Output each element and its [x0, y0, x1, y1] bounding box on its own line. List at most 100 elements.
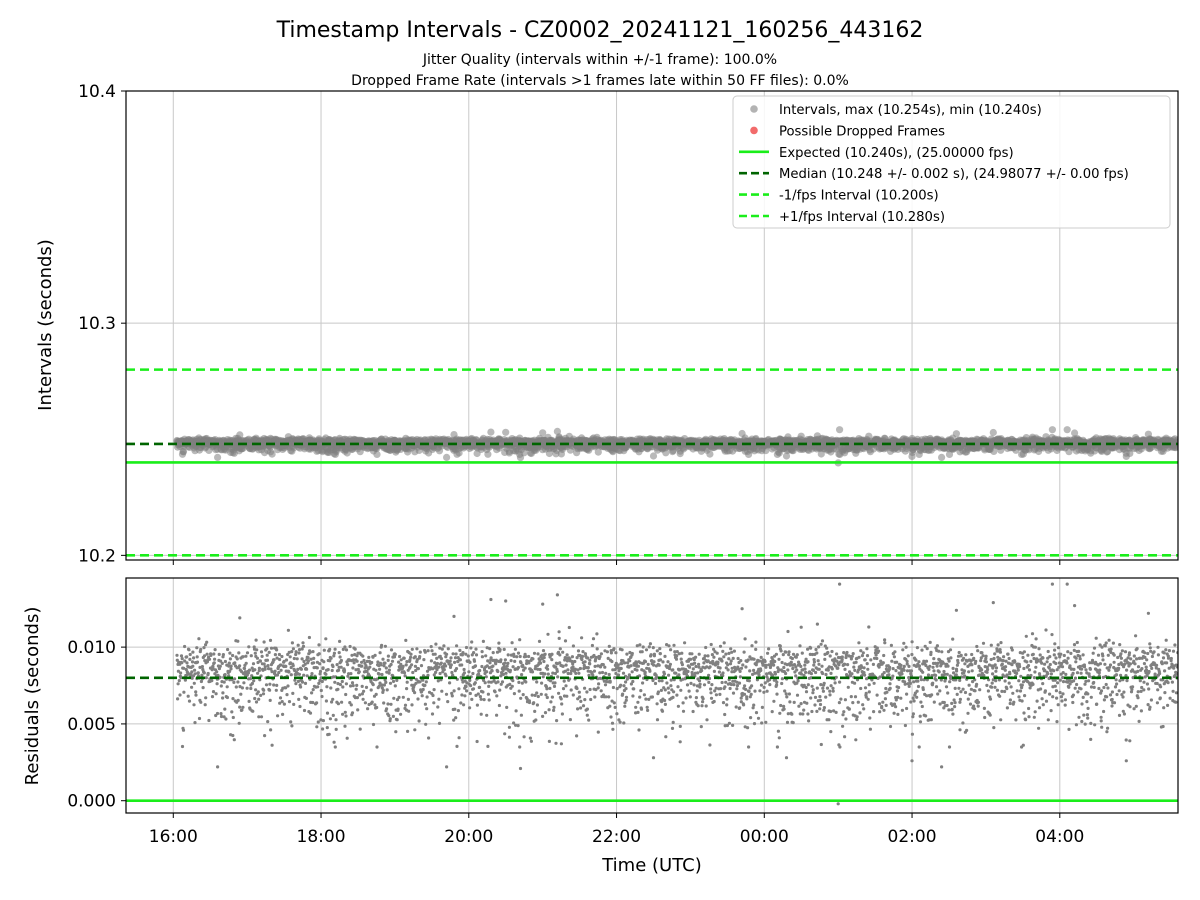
residual-point — [511, 679, 515, 683]
residual-point — [536, 694, 540, 699]
residual-point — [550, 652, 554, 656]
residual-point — [647, 697, 651, 702]
interval-point — [1048, 426, 1056, 434]
residual-point — [497, 641, 501, 645]
legend-label: Intervals, max (10.254s), min (10.240s) — [779, 103, 1042, 118]
residual-point — [437, 697, 441, 701]
interval-point — [938, 453, 946, 461]
residual-point — [620, 648, 624, 652]
residual-point — [397, 660, 401, 664]
residual-point — [586, 656, 590, 660]
residual-point — [214, 692, 218, 696]
residual-point — [485, 713, 489, 717]
residual-point — [541, 649, 546, 653]
residual-point — [459, 701, 463, 705]
residual-point — [442, 668, 446, 672]
residual-point — [562, 679, 566, 683]
residual-point — [330, 668, 334, 673]
residual-point — [532, 701, 536, 705]
residual-point — [350, 681, 355, 685]
residual-point — [296, 679, 300, 684]
residual-point — [223, 707, 227, 711]
residual-point — [289, 673, 293, 677]
residual-point — [331, 713, 335, 718]
residual-point — [507, 735, 511, 739]
residual-point — [321, 666, 325, 670]
interval-point — [952, 430, 961, 438]
residual-point — [484, 654, 488, 658]
interval-point — [1122, 452, 1130, 460]
residual-point — [195, 655, 199, 659]
residual-point — [577, 671, 581, 675]
residual-point — [468, 678, 472, 683]
residual-point — [512, 692, 517, 696]
residual-point — [341, 685, 345, 689]
residual-point — [575, 686, 579, 691]
residual-point — [259, 650, 264, 654]
residual-point — [620, 662, 624, 666]
interval-point — [516, 454, 525, 462]
residual-point — [315, 701, 319, 705]
residual-point — [438, 671, 442, 676]
residual-point — [275, 648, 279, 652]
residual-point — [555, 669, 559, 674]
residual-point — [240, 708, 244, 712]
residual-point — [622, 721, 626, 725]
residual-point — [653, 681, 658, 686]
residual-point — [317, 643, 321, 647]
residual-point — [642, 693, 647, 697]
residual-point — [596, 664, 600, 668]
residual-point — [425, 707, 429, 711]
residual-point — [302, 708, 307, 713]
residual-point — [583, 698, 587, 702]
residual-point — [272, 683, 276, 687]
residual-point — [263, 665, 267, 669]
residual-point — [199, 700, 203, 704]
residual-point — [557, 630, 561, 634]
residual-point — [616, 673, 621, 677]
residual-point — [311, 700, 315, 705]
residual-point — [247, 645, 251, 649]
residual-point — [417, 719, 421, 723]
residual-point — [596, 730, 600, 734]
residual-point — [378, 667, 382, 671]
residual-point — [234, 685, 238, 689]
residual-point — [292, 656, 296, 661]
residual-point — [227, 664, 231, 668]
residual-point — [258, 659, 262, 663]
residual-point — [301, 641, 305, 645]
intervals-reference-lines — [126, 368, 1178, 557]
residual-point — [445, 652, 449, 656]
residual-point — [351, 684, 355, 688]
residual-point — [563, 639, 568, 643]
residual-point — [257, 666, 261, 670]
residual-point — [529, 739, 534, 743]
residual-point — [530, 693, 534, 697]
residual-point — [350, 653, 354, 657]
residual-point — [238, 685, 242, 689]
residual-point — [440, 689, 444, 693]
residual-point — [525, 697, 529, 701]
residual-point — [444, 664, 448, 668]
residual-point — [204, 643, 208, 647]
residual-point — [550, 658, 554, 662]
residual-point — [543, 652, 547, 656]
residual-point — [238, 705, 242, 709]
residual-point — [499, 674, 503, 678]
residual-point — [448, 659, 452, 663]
residual-point — [487, 680, 491, 684]
residual-point — [458, 648, 462, 653]
residual-point — [478, 668, 482, 673]
residual-point — [226, 647, 230, 652]
residual-point — [406, 697, 410, 702]
residual-point — [583, 652, 588, 656]
residual-point — [192, 681, 196, 685]
residual-point — [231, 697, 235, 701]
residual-point — [257, 697, 261, 701]
residual-point — [482, 698, 486, 702]
residual-point — [607, 672, 611, 677]
residual-point — [390, 659, 395, 663]
residual-point — [424, 722, 428, 726]
interval-point — [827, 448, 835, 456]
residual-point — [279, 663, 283, 667]
